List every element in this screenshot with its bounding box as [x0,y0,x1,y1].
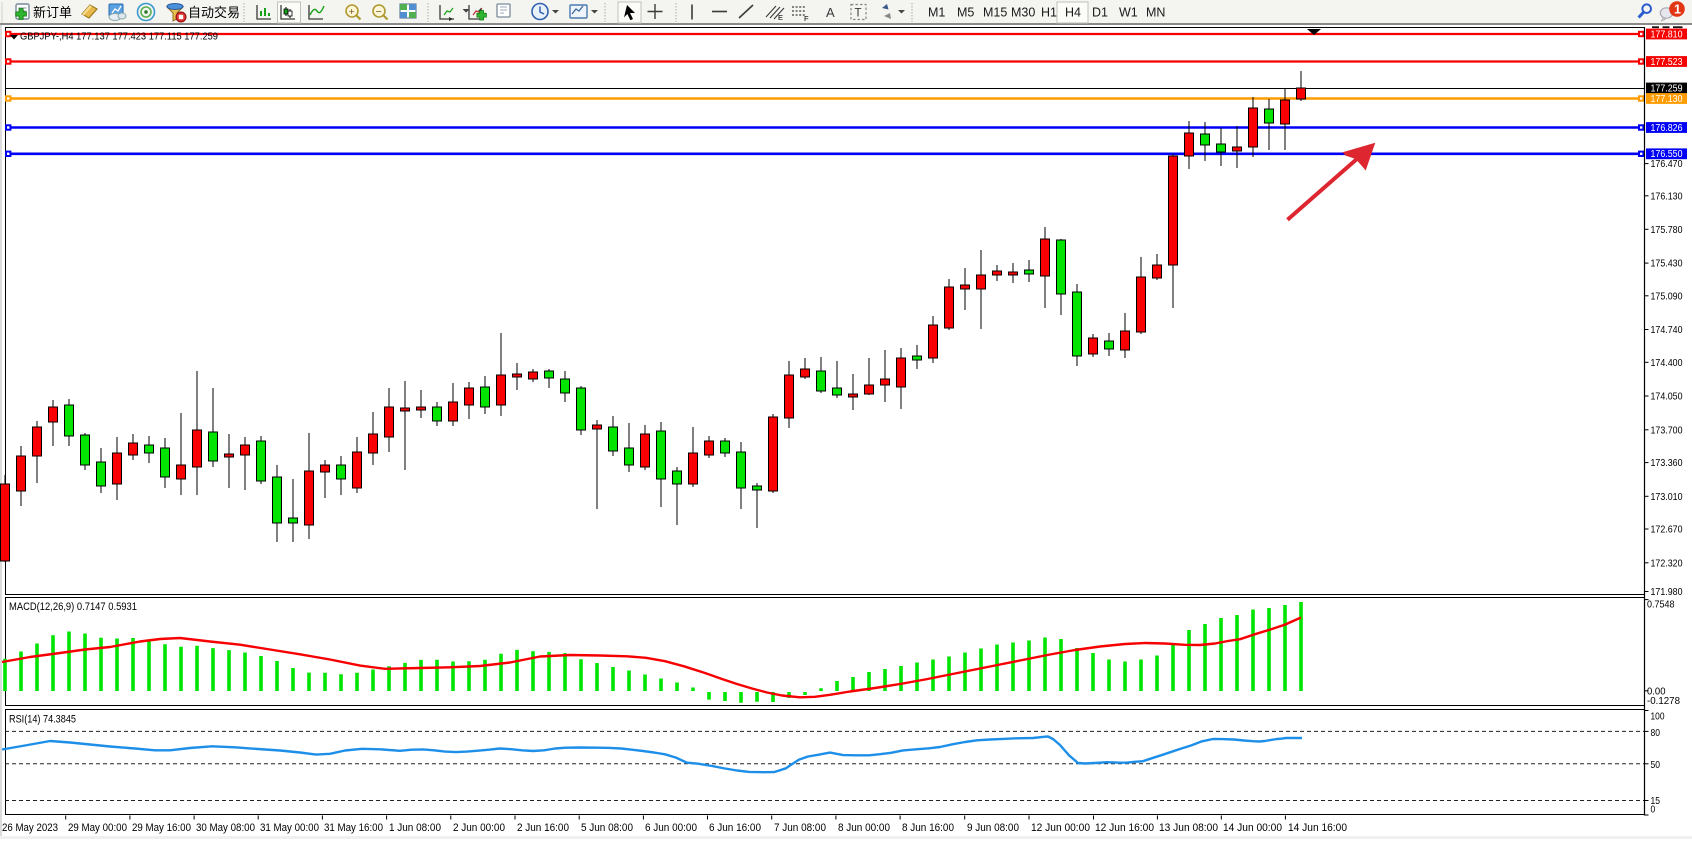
svg-text:5 Jun 08:00: 5 Jun 08:00 [581,822,633,834]
svg-text:W1: W1 [1119,6,1138,20]
svg-text:26 May 2023: 26 May 2023 [2,822,58,834]
svg-text:自动交易: 自动交易 [188,5,240,20]
svg-text:MN: MN [1146,6,1165,20]
svg-text:M15: M15 [983,6,1007,20]
svg-text:13 Jun 08:00: 13 Jun 08:00 [1159,822,1218,834]
svg-text:174.050: 174.050 [1651,391,1683,403]
svg-text:174.740: 174.740 [1651,324,1683,336]
svg-text:GBPJPY-,H4 177.137 177.423 17: GBPJPY-,H4 177.137 177.423 177.115 177.2… [20,31,218,43]
svg-text:6 Jun 16:00: 6 Jun 16:00 [709,822,761,834]
svg-text:8 Jun 00:00: 8 Jun 00:00 [838,822,890,834]
svg-text:RSI(14) 74.3845: RSI(14) 74.3845 [9,714,76,726]
svg-text:E: E [778,13,783,22]
svg-text:1 Jun 08:00: 1 Jun 08:00 [389,822,441,834]
svg-text:30 May 08:00: 30 May 08:00 [196,822,255,834]
svg-text:173.700: 173.700 [1651,424,1683,436]
svg-text:F: F [804,14,809,23]
svg-text:171.980: 171.980 [1651,586,1683,598]
svg-text:176.130: 176.130 [1651,190,1683,202]
svg-text:175.090: 175.090 [1651,290,1683,302]
svg-text:0.7548: 0.7548 [1647,599,1675,611]
svg-text:31 May 16:00: 31 May 16:00 [324,822,383,834]
svg-text:175.430: 175.430 [1651,258,1683,270]
svg-text:177.259: 177.259 [1651,83,1683,94]
svg-text:177.523: 177.523 [1651,57,1683,68]
svg-text:T: T [855,8,862,20]
svg-text:−: − [376,6,382,18]
svg-text:7 Jun 08:00: 7 Jun 08:00 [774,822,826,834]
svg-text:+: + [349,6,355,18]
svg-text:0.00: 0.00 [1647,686,1666,698]
svg-text:9 Jun 08:00: 9 Jun 08:00 [967,822,1019,834]
svg-text:H1: H1 [1041,6,1057,20]
svg-text:177.130: 177.130 [1651,94,1683,105]
svg-text:0: 0 [1651,803,1656,815]
svg-text:14 Jun 00:00: 14 Jun 00:00 [1223,822,1282,834]
svg-text:15: 15 [1651,795,1661,807]
svg-text:14 Jun 16:00: 14 Jun 16:00 [1288,822,1347,834]
svg-text:174.400: 174.400 [1651,357,1683,369]
svg-text:6 Jun 00:00: 6 Jun 00:00 [645,822,697,834]
svg-text:M1: M1 [928,6,945,20]
svg-text:50: 50 [1651,759,1661,771]
svg-text:新订单: 新订单 [33,5,72,20]
svg-text:MACD(12,26,9) 0.7147 0.5931: MACD(12,26,9) 0.7147 0.5931 [9,601,137,613]
svg-text:100: 100 [1651,711,1665,723]
svg-text:M5: M5 [957,6,974,20]
svg-text:2 Jun 00:00: 2 Jun 00:00 [453,822,505,834]
svg-text:31 May 00:00: 31 May 00:00 [260,822,319,834]
svg-text:176.470: 176.470 [1651,158,1683,170]
svg-text:172.670: 172.670 [1651,524,1683,536]
svg-text:1: 1 [1674,3,1681,17]
svg-text:175.780: 175.780 [1651,224,1683,236]
svg-text:-0.1278: -0.1278 [1647,695,1680,707]
svg-text:A: A [826,5,835,20]
svg-text:12 Jun 16:00: 12 Jun 16:00 [1095,822,1154,834]
svg-text:29 May 00:00: 29 May 00:00 [68,822,127,834]
svg-text:173.010: 173.010 [1651,491,1683,503]
svg-text:H4: H4 [1065,6,1081,20]
svg-text:172.320: 172.320 [1651,557,1683,569]
svg-text:12 Jun 00:00: 12 Jun 00:00 [1031,822,1090,834]
svg-text:29 May 16:00: 29 May 16:00 [132,822,191,834]
svg-text:177.810: 177.810 [1651,29,1683,40]
svg-text:D1: D1 [1092,6,1108,20]
svg-text:80: 80 [1651,727,1661,739]
svg-text:176.550: 176.550 [1651,149,1683,160]
svg-text:M30: M30 [1011,6,1035,20]
svg-text:176.826: 176.826 [1651,123,1683,134]
svg-text:8 Jun 16:00: 8 Jun 16:00 [902,822,954,834]
svg-text:173.360: 173.360 [1651,457,1683,469]
svg-text:2 Jun 16:00: 2 Jun 16:00 [517,822,569,834]
